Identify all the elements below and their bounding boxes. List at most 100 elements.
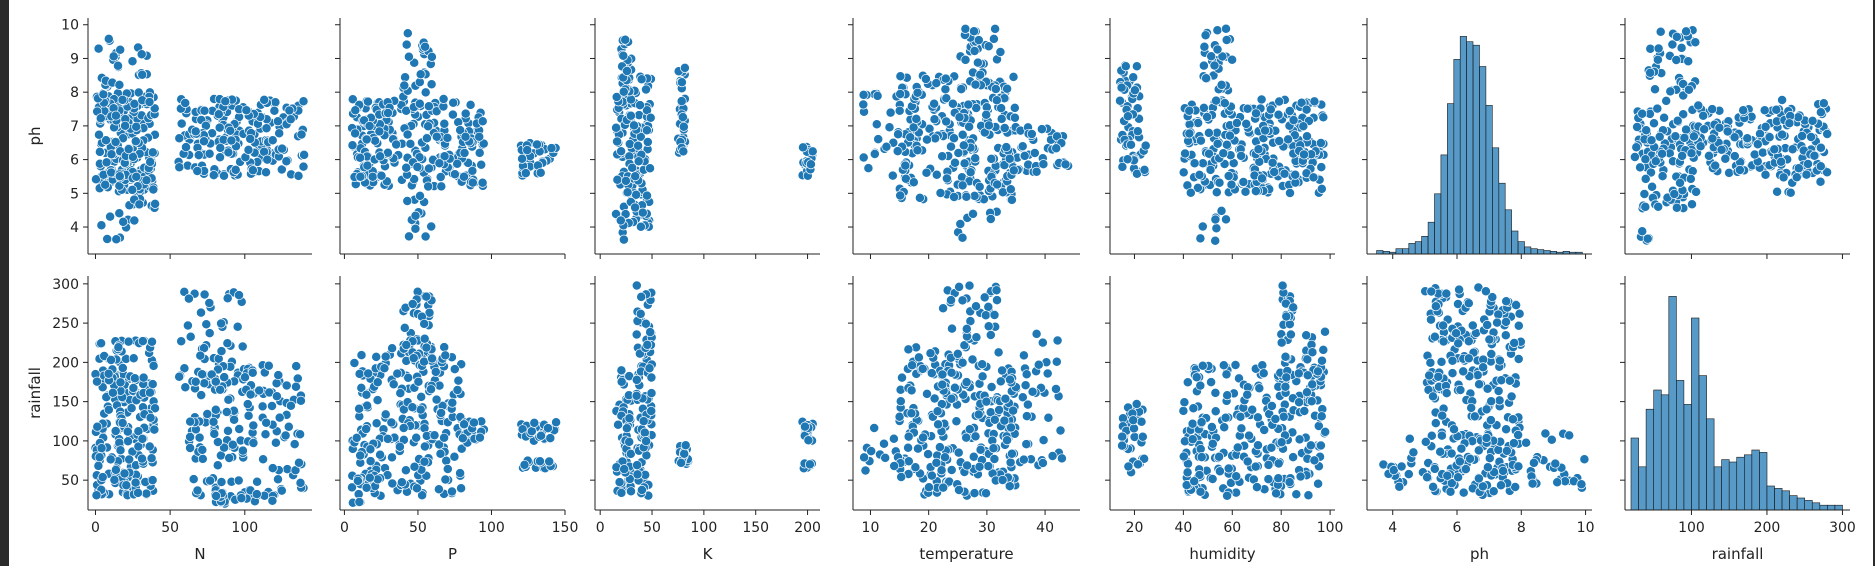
scatter-point-rainfall-n-255 [176, 336, 187, 347]
scatter-point-ph-p-159 [414, 152, 425, 163]
scatter-point-rainfall-temperature-17 [951, 416, 962, 427]
scatter-point-rainfall-temperature-26 [897, 372, 907, 383]
scatter-point-ph-temperature-315 [905, 132, 916, 143]
scatter-point-rainfall-k-194 [804, 459, 815, 470]
scatter-point-rainfall-ph-276 [1442, 470, 1453, 481]
scatter-point-ph-rainfall-285 [1693, 100, 1704, 111]
scatter-point-ph-temperature-274 [985, 214, 996, 224]
scatter-point-ph-rainfall-284 [1652, 54, 1663, 65]
scatter-point-rainfall-k-140 [635, 308, 646, 319]
y-tick-label-rainfall: 250 [52, 316, 79, 332]
scatter-point-rainfall-n-207 [115, 377, 126, 388]
scatter-point-rainfall-humidity-275 [1309, 455, 1320, 466]
panel-ph-vs-p [335, 18, 566, 259]
scatter-point-ph-rainfall-163 [1679, 132, 1690, 143]
scatter-point-rainfall-humidity-286 [1197, 360, 1208, 371]
scatter-point-ph-p-38 [347, 94, 358, 105]
hist-bar-rainfall-22 [1796, 497, 1805, 511]
hist-bar-rainfall-9 [1698, 375, 1707, 511]
scatter-point-rainfall-temperature-312 [1052, 335, 1063, 346]
scatter-point-rainfall-n-423 [237, 445, 248, 456]
scatter-point-ph-humidity-217 [1240, 186, 1251, 197]
scatter-point-ph-p-230 [423, 121, 434, 132]
scatter-point-rainfall-humidity-288 [1305, 440, 1316, 451]
scatter-point-ph-rainfall-351 [1771, 104, 1782, 115]
right-border [1873, 0, 1875, 566]
scatter-point-rainfall-n-383 [270, 437, 281, 448]
x-tick-label-humidity: 100 [1317, 520, 1344, 536]
scatter-point-rainfall-ph-92 [1496, 375, 1507, 386]
scatter-point-ph-p-122 [423, 181, 434, 192]
scatter-point-ph-temperature-357 [1017, 141, 1028, 152]
scatter-point-rainfall-ph-250 [1501, 296, 1512, 307]
scatter-point-rainfall-p-298 [543, 423, 553, 434]
scatter-point-rainfall-p-275 [361, 482, 372, 493]
scatter-point-rainfall-n-244 [232, 321, 243, 332]
scatter-point-rainfall-ph-146 [1437, 410, 1448, 421]
scatter-point-ph-rainfall-369 [1769, 144, 1780, 155]
scatter-point-rainfall-p-34 [417, 490, 428, 501]
scatter-point-ph-p-191 [467, 177, 478, 188]
scatter-point-ph-n-388 [199, 105, 210, 116]
scatter-point-ph-temperature-193 [957, 129, 968, 140]
scatter-point-rainfall-k-60 [631, 329, 642, 340]
scatter-point-ph-rainfall-110 [1698, 110, 1709, 121]
scatter-point-ph-humidity-237 [1301, 104, 1312, 115]
scatter-point-ph-k-137 [627, 162, 638, 173]
hist-bar-rainfall-14 [1736, 456, 1745, 511]
scatter-point-ph-p-193 [423, 101, 434, 112]
scatter-point-ph-k-83 [642, 137, 653, 147]
scatter-point-ph-rainfall-105 [1710, 160, 1721, 171]
scatter-point-ph-humidity-249 [1185, 187, 1196, 198]
x-tick-label-n: 0 [91, 520, 100, 536]
scatter-point-rainfall-humidity-334 [1320, 326, 1330, 337]
scatter-point-ph-temperature-285 [884, 122, 895, 133]
scatter-point-ph-k-119 [624, 139, 635, 149]
scatter-point-ph-rainfall-276 [1690, 37, 1701, 48]
scatter-point-ph-rainfall-83 [1657, 171, 1668, 182]
scatter-point-ph-n-474 [134, 199, 145, 210]
scatter-point-ph-rainfall-213 [1659, 112, 1670, 123]
scatter-point-rainfall-ph-301 [1422, 472, 1433, 483]
scatter-point-ph-k-225 [615, 215, 626, 226]
scatter-point-rainfall-humidity-111 [1182, 377, 1193, 388]
scatter-point-rainfall-temperature-155 [981, 488, 991, 499]
panel-rainfall-vs-rainfall: 100 200 300 [1620, 276, 1856, 536]
scatter-point-ph-p-240 [439, 118, 450, 129]
scatter-point-ph-humidity-267 [1236, 150, 1247, 161]
scatter-point-rainfall-temperature-318 [1043, 412, 1054, 423]
scatter-point-ph-temperature-207 [996, 103, 1007, 114]
scatter-point-ph-k-115 [645, 112, 656, 123]
scatter-point-ph-rainfall-154 [1681, 124, 1692, 135]
scatter-point-rainfall-ph-171 [1481, 404, 1492, 415]
scatter-point-ph-k-103 [612, 174, 623, 185]
scatter-point-ph-n-450 [102, 234, 113, 244]
scatter-point-ph-n-443 [103, 33, 114, 44]
scatter-point-ph-temperature-108 [986, 153, 997, 164]
scatter-point-rainfall-n-350 [282, 464, 293, 475]
scatter-point-rainfall-ph-215 [1436, 356, 1447, 367]
scatter-point-rainfall-k-5 [613, 419, 624, 430]
scatter-point-rainfall-temperature-221 [989, 454, 1000, 464]
scatter-point-ph-temperature-245 [990, 23, 1001, 34]
scatter-point-rainfall-ph-231 [1486, 396, 1497, 407]
scatter-point-rainfall-p-207 [449, 451, 460, 462]
scatter-point-ph-temperature-188 [947, 98, 958, 109]
scatter-point-ph-humidity-260 [1257, 173, 1267, 184]
scatter-point-ph-humidity-307 [1178, 167, 1189, 178]
scatter-point-rainfall-ph-299 [1501, 445, 1512, 456]
scatter-point-rainfall-ph-214 [1484, 334, 1495, 345]
scatter-point-rainfall-humidity-20 [1139, 453, 1150, 464]
scatter-point-rainfall-temperature-267 [991, 285, 1002, 296]
scatter-point-rainfall-ph-241 [1426, 314, 1436, 325]
scatter-point-ph-rainfall-294 [1650, 84, 1660, 95]
scatter-point-rainfall-n-159 [121, 480, 132, 491]
scatter-point-rainfall-humidity-313 [1288, 302, 1299, 313]
scatter-point-ph-humidity-32 [1122, 111, 1133, 122]
scatter-point-ph-rainfall-225 [1720, 153, 1731, 164]
scatter-point-ph-k-111 [645, 163, 655, 174]
x-tick-label-p: 100 [478, 520, 505, 536]
scatter-point-rainfall-k-48 [624, 436, 635, 447]
scatter-point-rainfall-humidity-329 [1317, 355, 1327, 366]
scatter-point-rainfall-p-147 [387, 343, 398, 354]
